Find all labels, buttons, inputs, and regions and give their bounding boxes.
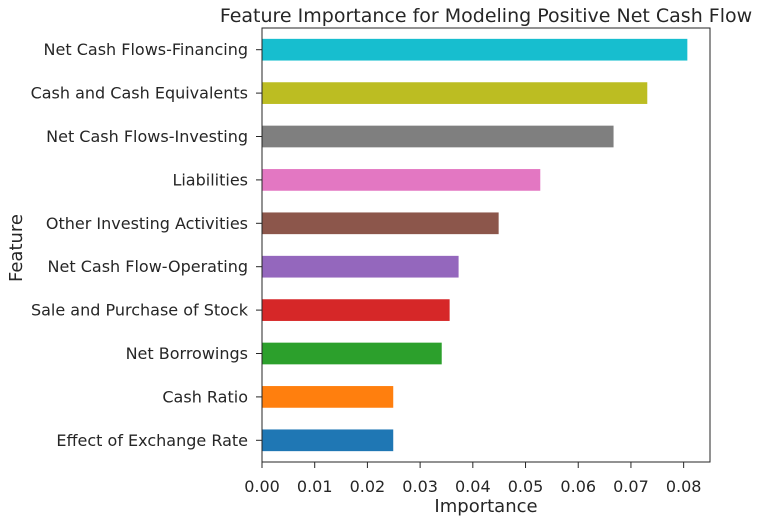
y-tick-label: Sale and Purchase of Stock	[31, 301, 249, 320]
x-tick-label: 0.08	[666, 477, 702, 496]
bar	[262, 299, 450, 321]
x-axis-ticks: 0.00 0.01 0.02 0.03 0.04 0.05 0.06 0.07 0.08	[244, 462, 701, 496]
y-tick-label: Net Borrowings	[126, 344, 248, 363]
y-axis-ticks: Effect of Exchange Rate Cash Ratio Net Bor…	[31, 40, 262, 450]
bars-group	[262, 38, 688, 452]
x-tick-label: 0.07	[613, 477, 649, 496]
bar	[262, 82, 648, 104]
x-tick-label: 0.01	[297, 477, 333, 496]
plot-frame	[261, 27, 711, 463]
y-tick-label: Other Investing Activities	[46, 214, 248, 233]
bar	[262, 212, 499, 235]
y-tick-label: Net Cash Flows-Financing	[44, 40, 248, 59]
y-axis-label: Feature	[6, 214, 27, 282]
bar	[262, 125, 614, 148]
y-tick-label: Effect of Exchange Rate	[56, 431, 248, 450]
bar	[262, 429, 394, 452]
y-tick-label: Cash Ratio	[162, 387, 248, 406]
bar	[262, 255, 459, 278]
y-tick-label: Cash and Cash Equivalents	[31, 84, 248, 103]
bar	[262, 386, 394, 408]
x-tick-label: 0.04	[455, 477, 491, 496]
x-axis-label: Importance	[434, 496, 537, 517]
bar	[262, 38, 688, 61]
bar	[262, 342, 442, 365]
x-tick-label: 0.02	[350, 477, 386, 496]
x-tick-label: 0.06	[560, 477, 596, 496]
bar	[262, 169, 541, 191]
x-tick-label: 0.03	[402, 477, 438, 496]
y-tick-label: Net Cash Flows-Investing	[46, 127, 248, 146]
x-tick-label: 0.00	[244, 477, 280, 496]
chart-title: Feature Importance for Modeling Positive…	[220, 5, 752, 27]
x-tick-label: 0.05	[508, 477, 544, 496]
y-tick-label: Net Cash Flow-Operating	[48, 257, 248, 276]
y-tick-label: Liabilities	[172, 170, 248, 189]
